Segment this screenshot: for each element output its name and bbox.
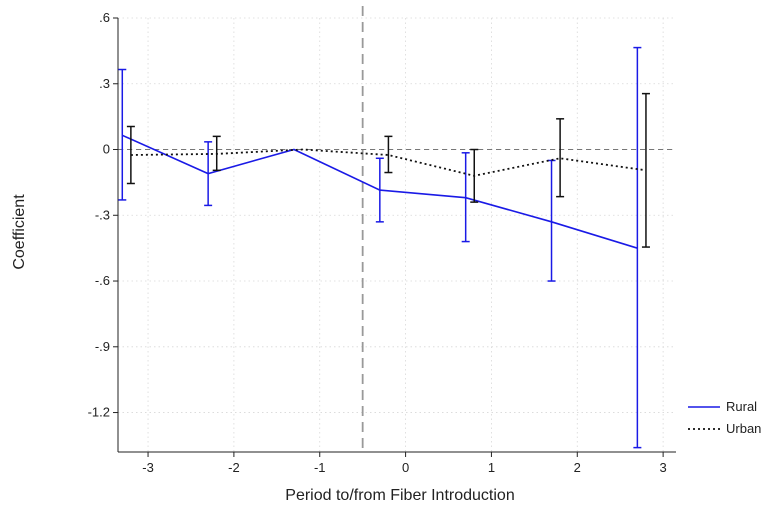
grid: [118, 17, 676, 452]
x-axis-title: Period to/from Fiber Introduction: [285, 487, 514, 504]
x-tick-label: 3: [660, 460, 667, 475]
y-tick-label: -.9: [95, 339, 110, 354]
series-urban: [126, 92, 650, 248]
legend-label-rural: Rural: [726, 399, 757, 414]
legend: Rural Urban: [688, 399, 761, 436]
y-tick-label: -1.2: [88, 405, 110, 420]
y-tick-label: -.3: [95, 207, 110, 222]
y-tick-label: .3: [99, 76, 110, 91]
reference-lines: [118, 6, 676, 452]
y-tick-label: 0: [103, 142, 110, 157]
series: [118, 46, 650, 449]
legend-label-urban: Urban: [726, 421, 761, 436]
x-tick-label: 2: [574, 460, 581, 475]
y-axis-title: Coefficient: [11, 194, 28, 270]
y-tick-label: -.6: [95, 273, 110, 288]
x-tick-label: -3: [142, 460, 154, 475]
x-tick-label: -1: [314, 460, 326, 475]
x-tick-label: 0: [402, 460, 409, 475]
axes: .6 .3 0 -.3 -.6 -.9 -1.2 -3 -2 -1 0 1 2 3: [88, 10, 676, 475]
y-tick-label: .6: [99, 10, 110, 25]
x-tick-label: -2: [228, 460, 240, 475]
series-rural: [118, 46, 642, 449]
x-tick-label: 1: [488, 460, 495, 475]
